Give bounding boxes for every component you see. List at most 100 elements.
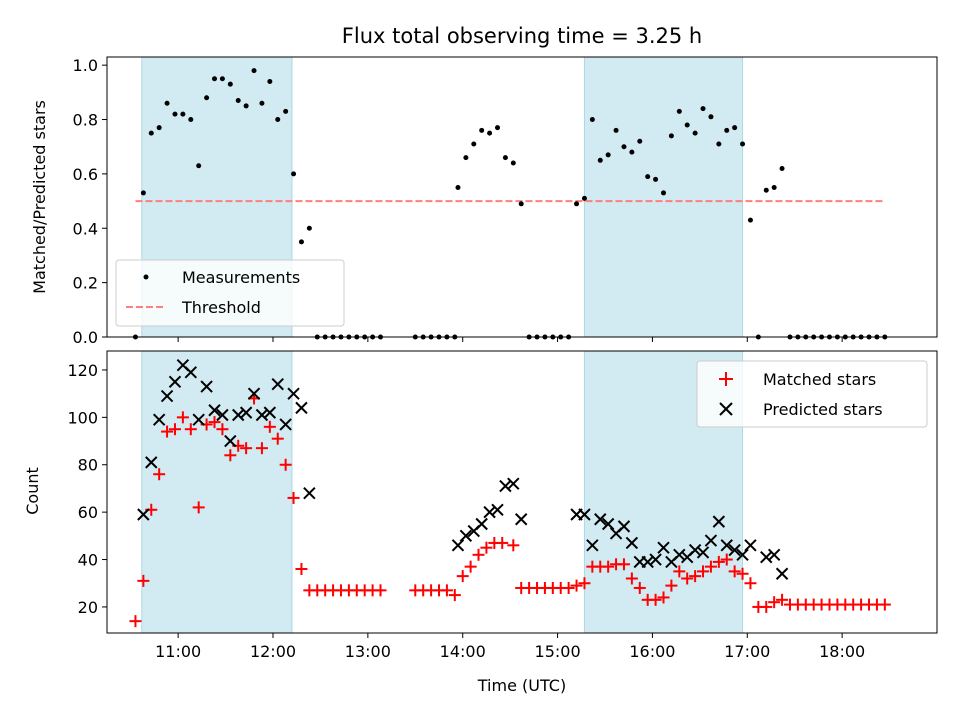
predicted-marker-b bbox=[137, 508, 150, 521]
predicted-marker-b bbox=[483, 505, 496, 519]
predicted-marker-b bbox=[641, 555, 654, 569]
matched-star-point bbox=[374, 584, 387, 597]
predicted-star-point bbox=[192, 413, 205, 426]
matched-star-point bbox=[287, 491, 300, 504]
matched-star-point bbox=[570, 579, 583, 592]
matched-star-point bbox=[192, 501, 205, 514]
matched-star-point bbox=[263, 420, 276, 433]
predicted-star-point bbox=[232, 408, 245, 422]
predicted-marker-b bbox=[176, 359, 190, 372]
measurement-point bbox=[613, 127, 619, 133]
measurement-point bbox=[692, 130, 698, 136]
x-tick-label: 12:00 bbox=[250, 642, 296, 661]
predicted-star-point bbox=[641, 555, 654, 569]
x-tick-label: 13:00 bbox=[345, 642, 391, 661]
measurement-point bbox=[518, 201, 524, 207]
predicted-star-point bbox=[271, 377, 284, 391]
legend-predicted-marker bbox=[719, 402, 733, 416]
matched-star-point bbox=[176, 411, 189, 424]
matched-star-point bbox=[633, 581, 646, 594]
predicted-star-point bbox=[216, 408, 229, 422]
predicted-marker-b bbox=[271, 377, 284, 391]
predicted-star-point bbox=[137, 508, 150, 521]
predicted-marker-b bbox=[279, 418, 292, 431]
matched-star-point bbox=[440, 584, 453, 597]
measurement-point bbox=[212, 76, 218, 82]
predicted-marker-b bbox=[475, 517, 488, 531]
predicted-star-point bbox=[744, 539, 757, 552]
matched-star-point bbox=[507, 539, 520, 552]
matched-star-point bbox=[689, 570, 702, 583]
legend-measurements-label: Measurements bbox=[182, 268, 300, 287]
x-tick-label: 14:00 bbox=[440, 642, 486, 661]
predicted-marker-b bbox=[744, 539, 757, 552]
predicted-star-point bbox=[475, 517, 488, 531]
bottom-legend: Matched stars Predicted stars bbox=[696, 360, 928, 428]
predicted-marker-b bbox=[586, 539, 599, 552]
predicted-star-point bbox=[168, 375, 182, 389]
predicted-marker-b bbox=[578, 508, 591, 521]
predicted-marker-b bbox=[760, 550, 773, 564]
matched-star-point bbox=[712, 555, 725, 568]
matched-star-point bbox=[720, 553, 733, 566]
matched-star-point bbox=[464, 560, 477, 573]
bottom-y-tick-label: 40 bbox=[78, 551, 98, 570]
measurement-point bbox=[740, 141, 746, 147]
predicted-marker-b bbox=[491, 503, 504, 516]
predicted-marker-b bbox=[688, 543, 702, 557]
matched-star-point bbox=[137, 574, 150, 587]
predicted-star-point bbox=[720, 539, 733, 552]
predicted-marker-b bbox=[224, 434, 237, 448]
matched-star-point bbox=[184, 423, 197, 436]
predicted-marker-b bbox=[232, 408, 245, 422]
predicted-marker-b bbox=[192, 413, 205, 426]
predicted-star-point bbox=[459, 529, 473, 543]
measurement-point bbox=[660, 190, 666, 196]
measurement-point bbox=[487, 130, 493, 136]
legend-measurements-marker bbox=[143, 274, 149, 280]
x-tick-label: 11:00 bbox=[155, 642, 201, 661]
x-tick-label: 15:00 bbox=[535, 642, 581, 661]
predicted-marker-b bbox=[255, 408, 269, 422]
measurement-point bbox=[219, 76, 225, 82]
predicted-star-point bbox=[287, 387, 300, 400]
predicted-marker-b bbox=[601, 517, 615, 531]
measurement-point bbox=[463, 155, 469, 161]
measurement-point bbox=[779, 165, 785, 171]
predicted-star-point bbox=[736, 548, 749, 562]
predicted-star-point bbox=[728, 543, 741, 557]
x-tick-label: 17:00 bbox=[724, 642, 770, 661]
predicted-marker-b bbox=[208, 404, 221, 417]
measurement-point bbox=[716, 141, 722, 147]
x-axis-label: Time (UTC) bbox=[477, 676, 566, 695]
predicted-marker-b bbox=[775, 567, 789, 580]
measurement-point bbox=[708, 114, 714, 120]
predicted-star-point bbox=[507, 477, 520, 490]
measurement-point bbox=[180, 111, 186, 117]
measurement-point bbox=[597, 157, 603, 163]
measurement-point bbox=[771, 184, 777, 190]
measurement-point bbox=[204, 95, 210, 101]
top-y-tick-label: 0.4 bbox=[73, 219, 98, 238]
measurement-point bbox=[763, 187, 769, 193]
predicted-star-point bbox=[239, 406, 253, 419]
measurement-point bbox=[471, 141, 477, 147]
measurement-point bbox=[732, 125, 738, 131]
predicted-marker-b bbox=[160, 389, 174, 403]
predicted-star-point bbox=[247, 387, 261, 400]
matched-star-point bbox=[240, 442, 253, 455]
predicted-star-point bbox=[696, 546, 710, 559]
predicted-marker-b bbox=[247, 387, 261, 400]
measurement-point bbox=[275, 117, 281, 123]
predicted-star-point bbox=[263, 406, 277, 419]
predicted-star-point bbox=[601, 517, 615, 531]
measurement-point bbox=[605, 152, 611, 158]
matched-star-point bbox=[480, 541, 493, 554]
measurement-point bbox=[653, 176, 659, 182]
predicted-star-point bbox=[625, 536, 639, 550]
measurement-point bbox=[251, 68, 257, 74]
predicted-star-point bbox=[775, 567, 789, 580]
matched-star-point bbox=[776, 593, 789, 606]
predicted-marker-b bbox=[625, 536, 639, 550]
